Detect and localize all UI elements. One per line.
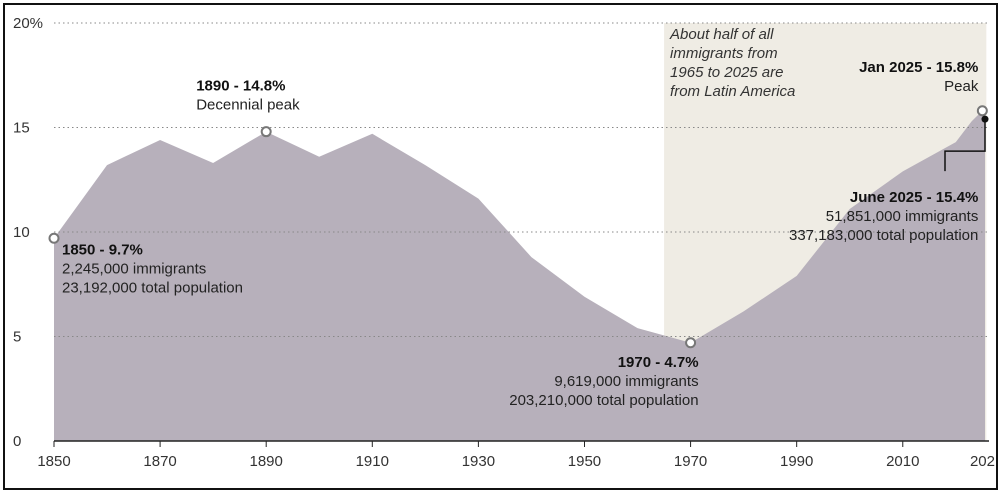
- x-tick-label: 1890: [250, 453, 283, 470]
- annotation-2-line: 203,210,000 total population: [509, 392, 698, 409]
- annotation-2-line: 9,619,000 immigrants: [554, 373, 698, 390]
- highlight-note-line: immigrants from: [670, 45, 778, 62]
- x-tick-label: 1970: [674, 453, 707, 470]
- series-area: [54, 110, 985, 442]
- annotation-0-line: 2,245,000 immigrants: [62, 260, 206, 277]
- annotation-3-line: Peak: [944, 78, 979, 95]
- x-tick-label: 1930: [462, 453, 495, 470]
- highlight-note-line: from Latin America: [670, 83, 795, 100]
- x-tick-label: 1850: [37, 453, 70, 470]
- annotation-2-line: 1970 - 4.7%: [618, 354, 699, 371]
- annotation-3-line: Jan 2025 - 15.8%: [859, 59, 978, 76]
- y-tick-label: 20%: [13, 15, 43, 32]
- x-tick-label: 1950: [568, 453, 601, 470]
- marker-point: [981, 115, 989, 123]
- annotation-0-line: 1850 - 9.7%: [62, 241, 143, 258]
- highlight-note-line: 1965 to 2025 are: [670, 64, 783, 81]
- annotation-4-line: June 2025 - 15.4%: [850, 189, 978, 206]
- june-2025-connector: [944, 121, 986, 172]
- y-tick-label: 10: [13, 224, 30, 241]
- x-tick-label: 1870: [143, 453, 176, 470]
- y-tick-label: 5: [13, 329, 21, 346]
- x-tick-label: 1910: [356, 453, 389, 470]
- x-tick-label: 202: [970, 453, 995, 470]
- chart-frame: 0 5 10 15 20% 1850 1870 1890 1910 1930 1950 1970 199…: [3, 3, 998, 490]
- annotation-1-line: 1890 - 14.8%: [196, 78, 285, 95]
- annotation-1-line: Decennial peak: [196, 97, 300, 114]
- annotation-0-line: 23,192,000 total population: [62, 279, 243, 296]
- annotation-4-line: 51,851,000 immigrants: [826, 208, 979, 225]
- y-tick-label: 0: [13, 433, 21, 450]
- marker-point: [48, 232, 60, 244]
- y-tick-label: 15: [13, 120, 30, 137]
- immigrant-share-area-chart: 0 5 10 15 20% 1850 1870 1890 1910 1930 1950 1970 199…: [13, 15, 995, 470]
- x-tick-label: 1990: [780, 453, 813, 470]
- marker-point: [260, 126, 272, 138]
- annotation-4-line: 337,183,000 total population: [789, 227, 978, 244]
- marker-point: [685, 337, 697, 349]
- marker-point: [976, 105, 988, 117]
- x-tick-label: 2010: [886, 453, 919, 470]
- highlight-note-line: About half of all: [669, 26, 774, 43]
